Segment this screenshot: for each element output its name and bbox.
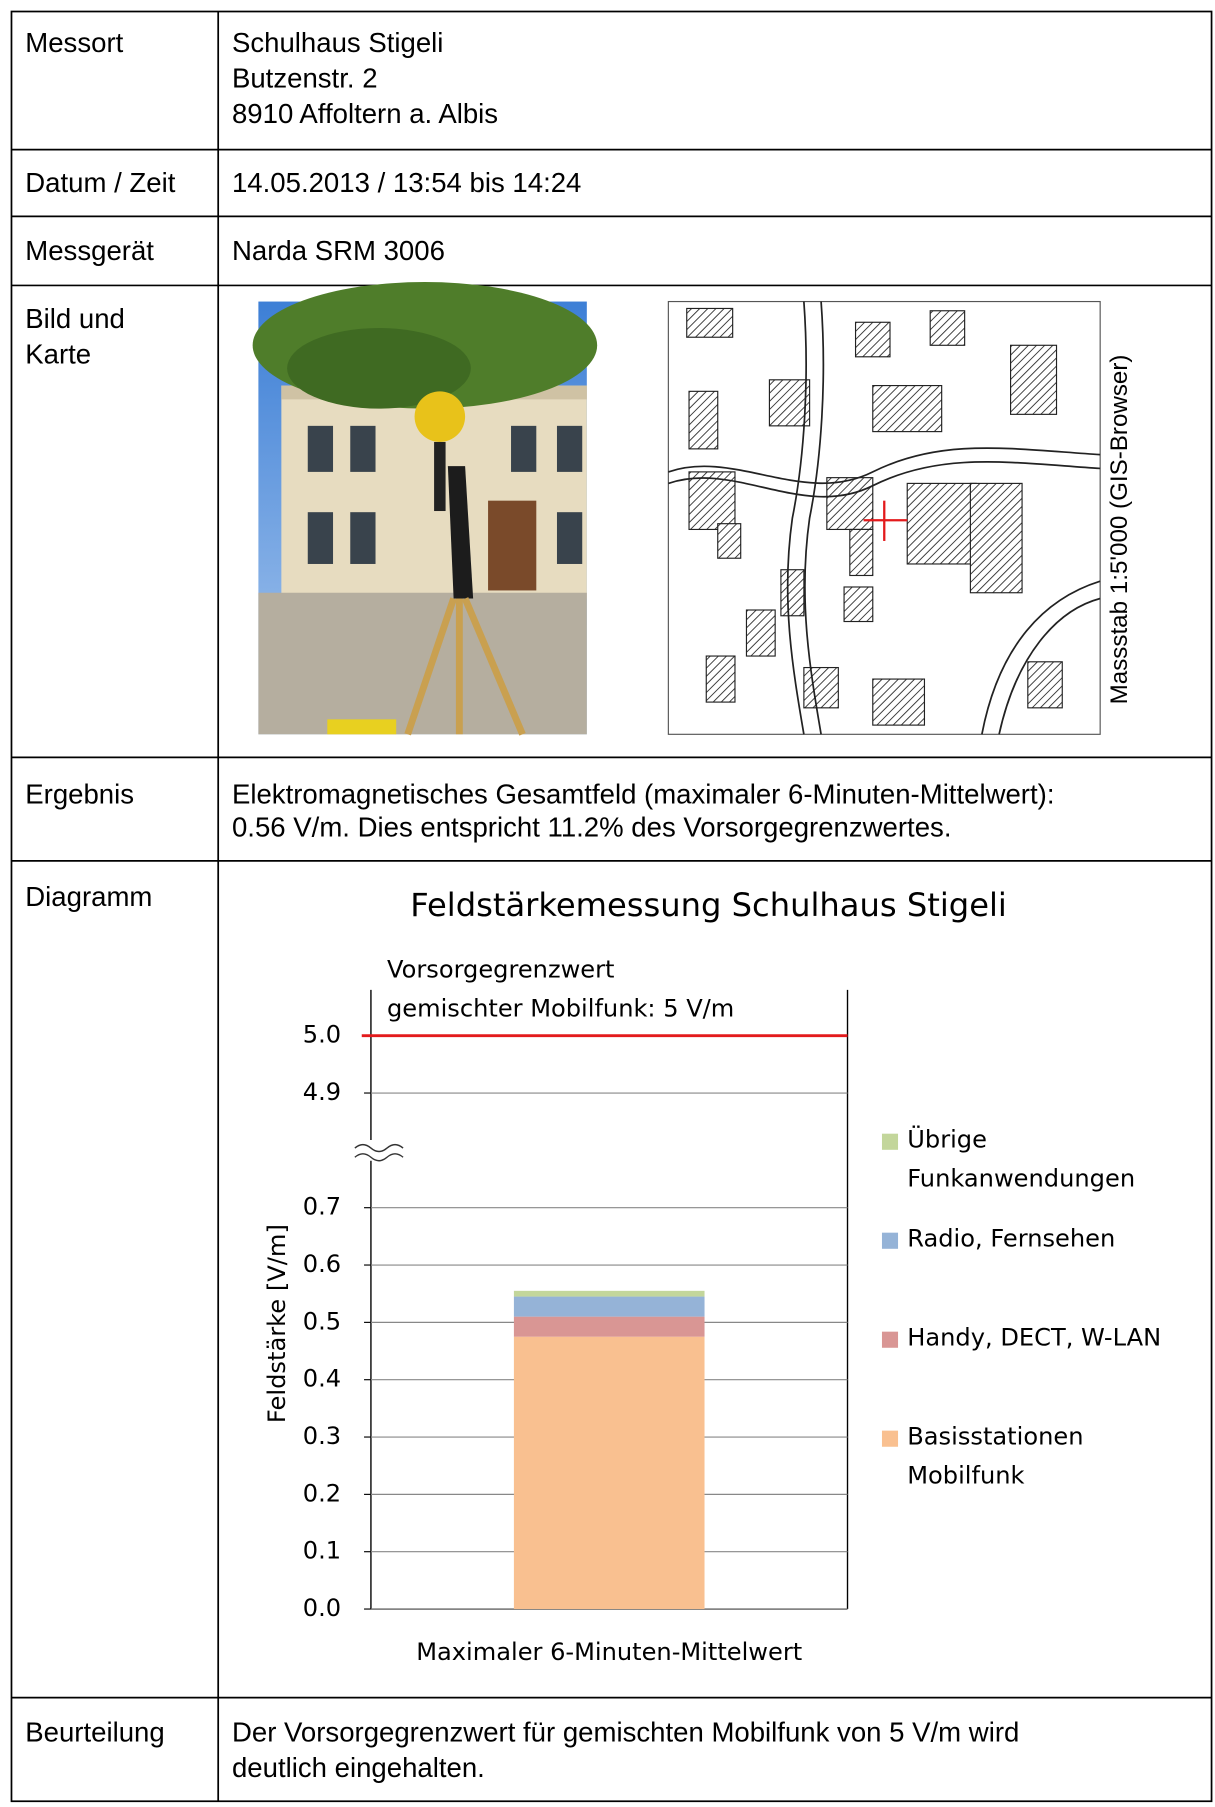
legend-swatch [882,1233,898,1249]
bar-segment [514,1317,705,1337]
y-tick-label: 4.9 [303,1078,341,1106]
row-label: Datum / Zeit [25,166,175,202]
row-label: Messort [25,25,123,61]
threshold-label: gemischter Mobilfunk: 5 V/m [387,994,734,1022]
y-axis-title: Feldstärke [V/m] [263,1224,291,1423]
axis-break [355,1145,403,1152]
y-tick-label: 0.1 [303,1537,341,1565]
row-text: Narda SRM 3006 [232,234,445,270]
y-tick-label: 0.7 [303,1193,341,1221]
row-label: Beurteilung [25,1715,164,1751]
row-text: deutlich eingehalten. [232,1751,485,1787]
axis-break [355,1154,403,1161]
chart: Feldstärkemessung Schulhaus Stigeli 0.0 0.… [263,886,1007,1666]
row-label: Diagramm [25,879,152,915]
legend-label: Handy, DECT, W-LAN [907,1318,1165,1357]
page: Messprotokoll {"rows": [ {"label": "Mess… [0,0,1215,1807]
photo [253,282,598,734]
y-tick-label: 0.6 [303,1250,341,1278]
row-label: Ergebnis [25,777,134,813]
map-caption: Massstab 1:5'000 (GIS-Browser) [1102,355,1138,705]
row-label: Bild und Karte [25,302,163,373]
legend-label: Basisstationen Mobilfunk [907,1417,1165,1495]
protocol: Feldstärkemessung Schulhaus Stigeli 0.0 0.… [0,0,1215,1807]
canvas: Feldstärkemessung Schulhaus Stigeli 0.0 0.… [0,0,1215,1807]
legend-swatch [882,1332,898,1348]
row-text: Butzenstr. 2 [232,61,378,97]
row-label: Messgerät [25,234,154,270]
legend-swatch [882,1134,898,1150]
bar-segment [514,1291,705,1297]
bar-segment [514,1337,705,1609]
row-text: Elektromagnetisches Gesamtfeld (maximale… [232,777,1055,813]
legend-label: Übrige Funkanwendungen [907,1120,1165,1198]
legend-swatch [882,1431,898,1447]
y-tick-label: 0.4 [303,1365,341,1393]
map [668,302,1100,735]
y-tick-label: 0.0 [303,1594,341,1622]
y-tick-label: 0.2 [303,1479,341,1507]
y-tick-label: 0.5 [303,1307,341,1335]
y-tick-label: 5.0 [303,1021,341,1049]
row-text: Der Vorsorgegrenzwert für gemischten Mob… [232,1715,1019,1751]
x-tick-label: Maximaler 6-Minuten-Mittelwert [416,1638,802,1666]
row-text: 8910 Affoltern a. Albis [232,97,498,133]
body: Feldstärkemessung Schulhaus Stigeli 0.0 0.… [0,0,1215,1807]
chart-title: Feldstärkemessung Schulhaus Stigeli [410,886,1007,924]
y-tick-label: 0.3 [303,1422,341,1450]
row-text: 14.05.2013 / 13:54 bis 14:24 [232,166,581,202]
row-text: 0.56 V/m. Dies entspricht 11.2% des Vors… [232,810,952,846]
legend-label: Radio, Fernsehen [907,1219,1165,1258]
row-text: Schulhaus Stigeli [232,25,443,61]
bar-segment [514,1297,705,1317]
threshold-label: Vorsorgegrenzwert [387,955,614,983]
